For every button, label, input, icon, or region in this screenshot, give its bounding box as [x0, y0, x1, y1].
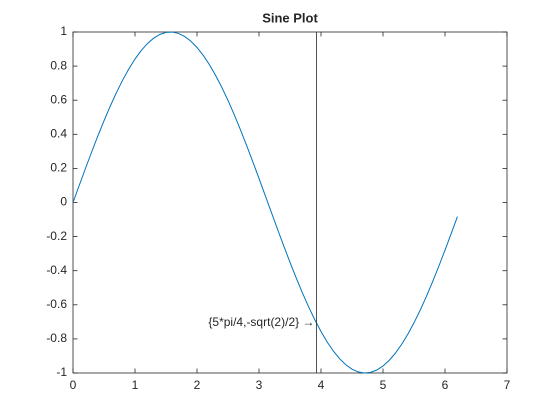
- x-tick-label: 3: [256, 378, 263, 392]
- y-tick-label: -0.8: [46, 331, 67, 345]
- line-series: [72, 31, 458, 374]
- y-tick-label: 0.6: [50, 92, 67, 106]
- x-tick-label: 7: [504, 378, 511, 392]
- x-tick-label: 5: [380, 378, 387, 392]
- y-tick-label: 0.4: [50, 126, 67, 140]
- x-tick-label: 1: [132, 378, 139, 392]
- x-tick-label: 2: [194, 378, 201, 392]
- y-tick-label: 0.8: [50, 58, 67, 72]
- y-tick-label: -0.2: [46, 229, 67, 243]
- x-tick-label: 0: [70, 378, 77, 392]
- x-tick-label: 4: [318, 378, 325, 392]
- x-tick-label: 6: [442, 378, 449, 392]
- chart-title: Sine Plot: [262, 10, 318, 25]
- y-tick-label: -0.6: [46, 297, 67, 311]
- y-tick-label: -0.4: [46, 263, 67, 277]
- y-tick-label: -1: [56, 365, 67, 379]
- y-tick-label: 1: [60, 24, 67, 38]
- annotation: {5*pi/4,-sqrt(2)/2} →: [208, 315, 314, 329]
- y-tick-label: 0.2: [50, 161, 67, 175]
- y-tick-label: 0: [60, 195, 67, 209]
